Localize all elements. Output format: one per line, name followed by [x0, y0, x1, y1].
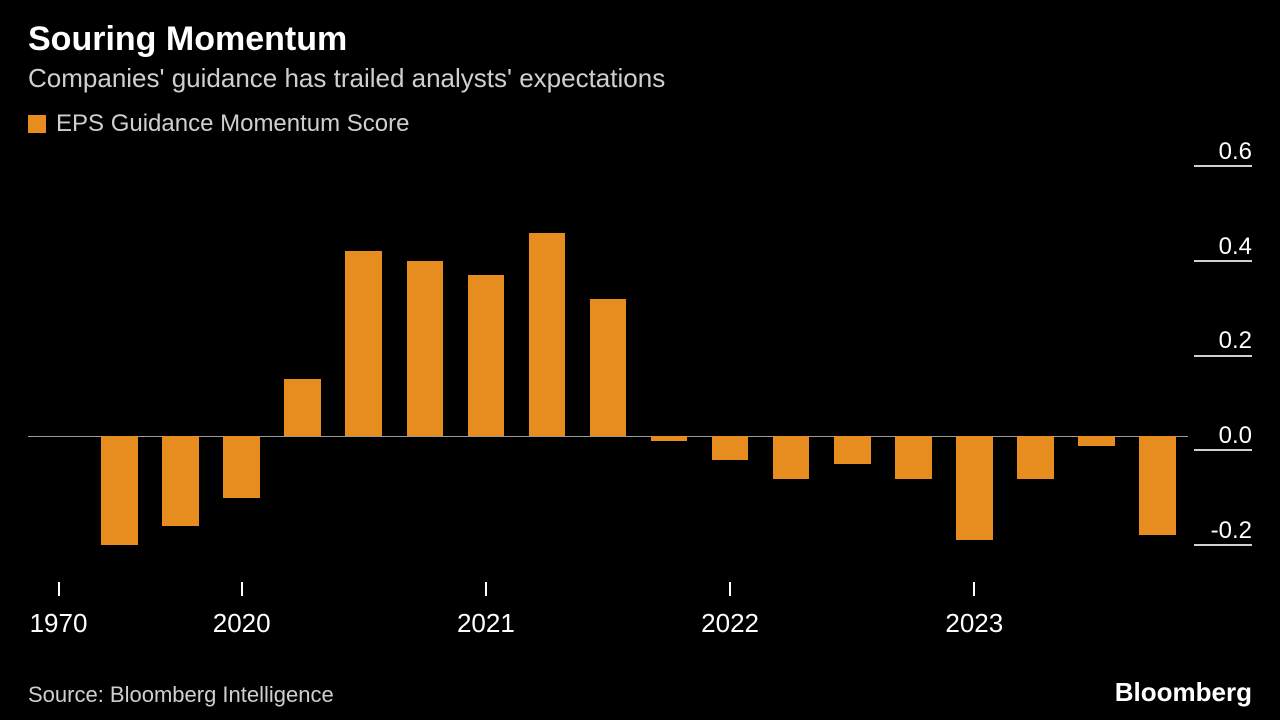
x-tick-label: 2021	[457, 608, 515, 639]
bar	[529, 233, 566, 437]
bar	[651, 436, 688, 441]
x-tick-mark	[485, 582, 487, 596]
y-tick-label: -0.2	[1211, 517, 1252, 545]
y-tick-line	[1194, 544, 1252, 546]
plot-area: 0.60.40.20.0-0.219702020202120222023	[28, 148, 1252, 648]
bar	[101, 436, 138, 545]
y-tick-line	[1194, 449, 1252, 451]
y-tick-label: 0.6	[1219, 138, 1252, 166]
bar	[590, 299, 627, 436]
y-axis-baseline	[28, 436, 1188, 437]
bar	[834, 436, 871, 464]
x-tick-label: 1970	[30, 608, 88, 639]
bar	[1017, 436, 1054, 479]
x-tick-mark	[241, 582, 243, 596]
chart-page: Souring Momentum Companies' guidance has…	[0, 0, 1280, 720]
source-label: Source: Bloomberg Intelligence	[28, 682, 334, 708]
legend-label: EPS Guidance Momentum Score	[56, 110, 410, 138]
bar	[407, 261, 444, 436]
bar	[1078, 436, 1115, 445]
bar	[773, 436, 810, 479]
y-tick-label: 0.0	[1219, 422, 1252, 450]
chart-subtitle: Companies' guidance has trailed analysts…	[28, 63, 1252, 94]
bar	[1139, 436, 1176, 535]
y-tick-line	[1194, 260, 1252, 262]
x-tick-mark	[973, 582, 975, 596]
bar	[895, 436, 932, 479]
y-tick-label: 0.4	[1219, 233, 1252, 261]
plot: 0.60.40.20.0-0.219702020202120222023	[28, 148, 1252, 648]
legend-swatch	[28, 115, 46, 133]
x-tick-label: 2023	[945, 608, 1003, 639]
bar	[956, 436, 993, 540]
x-tick-label: 2020	[213, 608, 271, 639]
bar	[162, 436, 199, 526]
bar	[284, 379, 321, 436]
bar	[712, 436, 749, 460]
y-tick-line	[1194, 165, 1252, 167]
y-tick-line	[1194, 355, 1252, 357]
legend: EPS Guidance Momentum Score	[28, 110, 1252, 138]
brand-label: Bloomberg	[1115, 677, 1252, 708]
bar	[468, 275, 505, 436]
x-tick-mark	[58, 582, 60, 596]
x-tick-mark	[729, 582, 731, 596]
chart-title: Souring Momentum	[28, 20, 1252, 59]
bar	[223, 436, 260, 498]
x-tick-label: 2022	[701, 608, 759, 639]
bar	[345, 251, 382, 436]
y-tick-label: 0.2	[1219, 327, 1252, 355]
